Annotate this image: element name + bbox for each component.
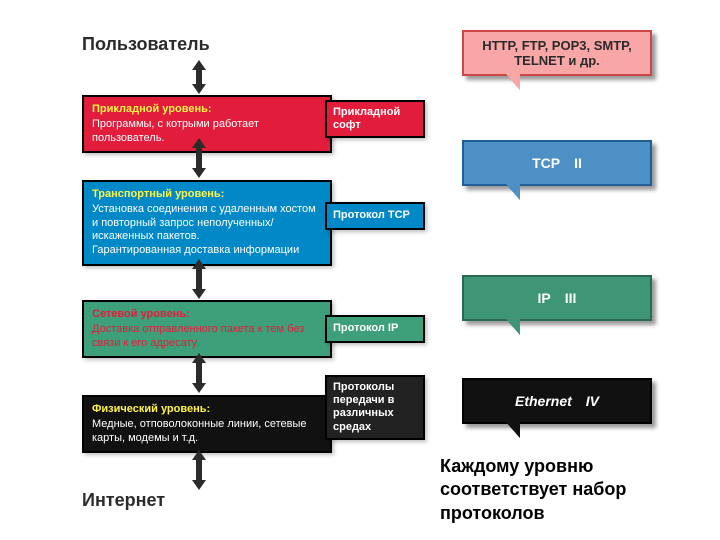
proto-tag-application: Прикладной софт: [325, 100, 425, 138]
proto-tag-physical: Протоколы передачи в различных средах: [325, 375, 425, 440]
double-arrow-icon: [190, 60, 208, 94]
protocol-panel-label: TCP: [532, 155, 560, 171]
callout-pointer: [500, 74, 520, 90]
protocol-panel-label: HTTP, FTP, POP3, SMTP, TELNET и др.: [464, 38, 650, 68]
double-arrow-icon: [190, 259, 208, 299]
layer-desc: Доставка отправленного пакета к тем без …: [92, 323, 304, 349]
callout-pointer: [500, 422, 520, 438]
protocol-panel-ip: IP III: [462, 275, 652, 321]
proto-tag-label: Протоколы передачи в различных средах: [333, 381, 417, 434]
layer-title: Сетевой уровень:: [92, 308, 322, 322]
double-arrow-icon: [190, 353, 208, 393]
callout-pointer: [500, 319, 520, 335]
protocol-panel-roman: III: [565, 290, 577, 306]
layer-network: Сетевой уровень: Доставка отправленного …: [82, 300, 332, 358]
layer-transport: Транспортный уровень: Установка соединен…: [82, 180, 332, 266]
callout-pointer: [500, 184, 520, 200]
double-arrow-icon: [190, 450, 208, 490]
endpoint-internet: Интернет: [82, 490, 165, 511]
proto-tag-ip: Протокол IP: [325, 315, 425, 343]
protocol-panel-roman: II: [574, 155, 582, 171]
layer-desc: Установка соединения с удаленным хостом …: [92, 203, 316, 256]
proto-tag-label: Протокол IP: [333, 322, 398, 335]
double-arrow-icon: [190, 138, 208, 178]
layer-desc: Медные, отповолоконные линии, сетевые ка…: [92, 418, 307, 444]
layer-desc: Программы, с котрыми работает пользовате…: [92, 118, 259, 144]
layer-diagram: Пользователь Прикладной уровень: Програм…: [0, 0, 420, 540]
protocol-panel-http: HTTP, FTP, POP3, SMTP, TELNET и др.: [462, 30, 652, 76]
protocol-panel-label: Ethernet: [515, 393, 572, 409]
protocol-panel-label: IP: [538, 290, 551, 306]
endpoint-user: Пользователь: [82, 34, 210, 55]
proto-tag-tcp: Протокол TCP: [325, 202, 425, 230]
layer-title: Прикладной уровень:: [92, 103, 322, 117]
caption-text: Каждому уровню соответствует набор прото…: [440, 455, 700, 525]
layer-physical: Физический уровень: Медные, отповолоконн…: [82, 395, 332, 453]
proto-tag-label: Прикладной софт: [333, 106, 417, 132]
layer-title: Транспортный уровень:: [92, 188, 322, 202]
protocol-panel-tcp: TCP II: [462, 140, 652, 186]
protocol-panel-ethernet: Ethernet IV: [462, 378, 652, 424]
proto-tag-label: Протокол TCP: [333, 209, 410, 222]
layer-title: Физический уровень:: [92, 403, 322, 417]
protocol-panel-roman: IV: [586, 393, 599, 409]
